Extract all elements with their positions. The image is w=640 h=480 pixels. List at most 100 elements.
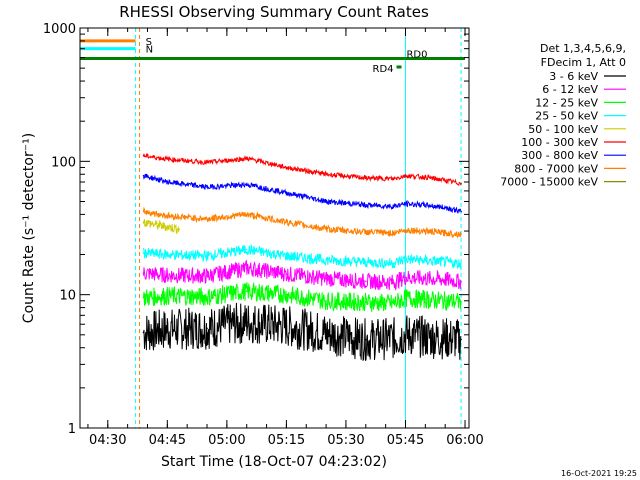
series-7-point-6	[364, 231, 367, 233]
x-tick-label-3: 05:15	[268, 433, 305, 448]
series-5	[142, 152, 462, 186]
series-1-point-11	[460, 280, 462, 283]
series-5-point-2	[206, 161, 208, 164]
flag-rd0: RD0	[80, 50, 466, 61]
series-7-point-0	[142, 210, 145, 213]
series-2-point-11	[460, 301, 462, 303]
series-5-point-0	[142, 155, 145, 157]
x-tick-label-5: 05:45	[387, 433, 424, 448]
series-1-point-0	[142, 272, 145, 274]
series-line-7	[143, 206, 462, 239]
flag-n: N	[80, 45, 153, 56]
series-2-point-10	[444, 299, 446, 302]
series-3-point-2	[206, 255, 208, 257]
series-line-2	[143, 282, 462, 312]
series-6-point-8	[404, 203, 407, 205]
series-line-3	[143, 243, 462, 270]
series-5-point-6	[364, 177, 367, 179]
series-6-point-0	[142, 174, 145, 177]
series-3-point-10	[444, 261, 446, 263]
series-0-point-1	[166, 328, 169, 331]
series-3-point-5	[325, 259, 327, 261]
series-6-point-2	[206, 186, 208, 188]
legend-header-1: FDecim 1, Att 0	[541, 56, 626, 69]
series-7-point-4	[285, 221, 288, 223]
series-6-point-4	[285, 192, 288, 194]
series-3-point-7	[392, 262, 395, 265]
series-1-point-1	[166, 274, 169, 276]
flag-s: S	[80, 37, 152, 48]
y-tick-label-1: 10	[59, 289, 76, 304]
series-7-point-1	[166, 215, 169, 217]
series-2-point-5	[325, 299, 327, 302]
series-5-point-11	[460, 182, 462, 185]
series-0-point-9	[424, 336, 427, 338]
series-1-point-5	[325, 277, 327, 280]
series-1-point-7	[392, 281, 395, 284]
series-7-point-10	[444, 232, 446, 234]
y-tick-label-2: 100	[51, 155, 76, 170]
legend-label-2: 12 - 25 keV	[535, 96, 598, 109]
series-3-point-8	[404, 258, 407, 260]
series-5-point-10	[444, 179, 446, 182]
series-1-point-10	[444, 278, 446, 281]
series-2-point-2	[206, 296, 208, 298]
flag-rd4: RD4	[373, 64, 402, 75]
legend-label-7: 800 - 7000 keV	[514, 162, 598, 175]
legend-label-5: 100 - 300 keV	[521, 136, 598, 149]
y-tick-label-0: 1	[68, 422, 76, 437]
series-0-point-11	[460, 338, 462, 341]
series-5-point-9	[424, 176, 427, 179]
footer-timestamp: 16-Oct-2021 19:25	[561, 469, 637, 478]
series-line-4	[143, 219, 180, 235]
series-7-point-5	[325, 228, 327, 230]
plot-frame	[79, 27, 470, 429]
series-3-point-3	[245, 248, 248, 251]
legend-label-3: 25 - 50 keV	[535, 110, 598, 123]
series-2-point-9	[424, 298, 427, 301]
series-5-point-7	[392, 177, 395, 180]
legend: Det 1,3,4,5,6,9,FDecim 1, Att 03 - 6 keV…	[500, 42, 626, 189]
series-1-point-2	[206, 275, 208, 277]
axis-layer: 04:30 04:45 05:00 05:15 05:30 05:45 06:00 1 10 10…	[43, 22, 484, 448]
legend-header-0: Det 1,3,4,5,6,9,	[540, 42, 626, 55]
series-0-point-8	[404, 334, 407, 336]
x-tick-label-6: 06:00	[446, 433, 483, 448]
series-5-point-8	[404, 174, 407, 177]
series-line-6	[143, 173, 462, 215]
y-tick-label-3: 1000	[43, 22, 76, 37]
flag-label-1: N	[146, 45, 153, 56]
vertical-markers	[79, 28, 462, 428]
series-1	[142, 259, 462, 291]
series-1-point-3	[245, 267, 248, 269]
legend-label-4: 50 - 100 keV	[528, 123, 598, 136]
series-7-point-9	[424, 230, 427, 232]
series-3-point-11	[460, 263, 462, 265]
series-7-point-8	[404, 229, 407, 231]
legend-label-8: 7000 - 15000 keV	[500, 176, 598, 189]
series-4-point-1	[158, 224, 161, 227]
flag-layer: SN RD0 RD4	[80, 37, 466, 75]
x-tick-label-0: 04:30	[89, 433, 126, 448]
series-line-0	[143, 302, 462, 362]
series-7-point-2	[206, 218, 208, 220]
series-1-point-4	[285, 273, 288, 275]
series-3-point-0	[142, 252, 145, 254]
series-line-5	[143, 152, 462, 186]
series-4-point-2	[178, 228, 181, 230]
series-5-point-4	[285, 166, 288, 169]
chart-title: RHESSI Observing Summary Count Rates	[119, 3, 429, 21]
series-0-point-3	[245, 321, 248, 324]
series-3-point-1	[166, 253, 169, 256]
series-0-point-6	[364, 338, 367, 341]
series-6-point-3	[245, 183, 248, 186]
y-axis-label: Count Rate (s⁻¹ detector⁻¹)	[21, 133, 37, 323]
legend-label-1: 6 - 12 keV	[542, 83, 598, 96]
series-6-point-9	[424, 204, 427, 206]
series-0-point-5	[325, 332, 327, 335]
series-2-point-7	[392, 302, 395, 305]
series-7-point-11	[460, 233, 462, 235]
series-3-point-6	[364, 261, 367, 264]
series-4	[142, 219, 181, 235]
